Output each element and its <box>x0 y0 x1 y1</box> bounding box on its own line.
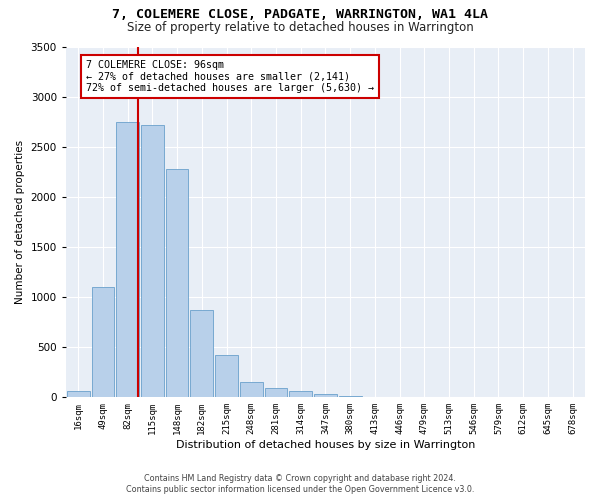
Text: Size of property relative to detached houses in Warrington: Size of property relative to detached ho… <box>127 21 473 34</box>
Text: 7 COLEMERE CLOSE: 96sqm
← 27% of detached houses are smaller (2,141)
72% of semi: 7 COLEMERE CLOSE: 96sqm ← 27% of detache… <box>86 60 374 92</box>
Bar <box>240 382 263 398</box>
Bar <box>265 388 287 398</box>
Text: Contains HM Land Registry data © Crown copyright and database right 2024.
Contai: Contains HM Land Registry data © Crown c… <box>126 474 474 494</box>
Bar <box>141 124 164 398</box>
Text: 7, COLEMERE CLOSE, PADGATE, WARRINGTON, WA1 4LA: 7, COLEMERE CLOSE, PADGATE, WARRINGTON, … <box>112 8 488 20</box>
Bar <box>364 396 386 398</box>
Y-axis label: Number of detached properties: Number of detached properties <box>15 140 25 304</box>
Bar <box>215 355 238 398</box>
Bar <box>166 169 188 398</box>
Bar <box>339 396 362 398</box>
X-axis label: Distribution of detached houses by size in Warrington: Distribution of detached houses by size … <box>176 440 475 450</box>
Bar <box>116 122 139 398</box>
Bar <box>190 310 213 398</box>
Bar <box>289 392 312 398</box>
Bar <box>67 392 89 398</box>
Bar <box>314 394 337 398</box>
Bar <box>92 287 114 398</box>
